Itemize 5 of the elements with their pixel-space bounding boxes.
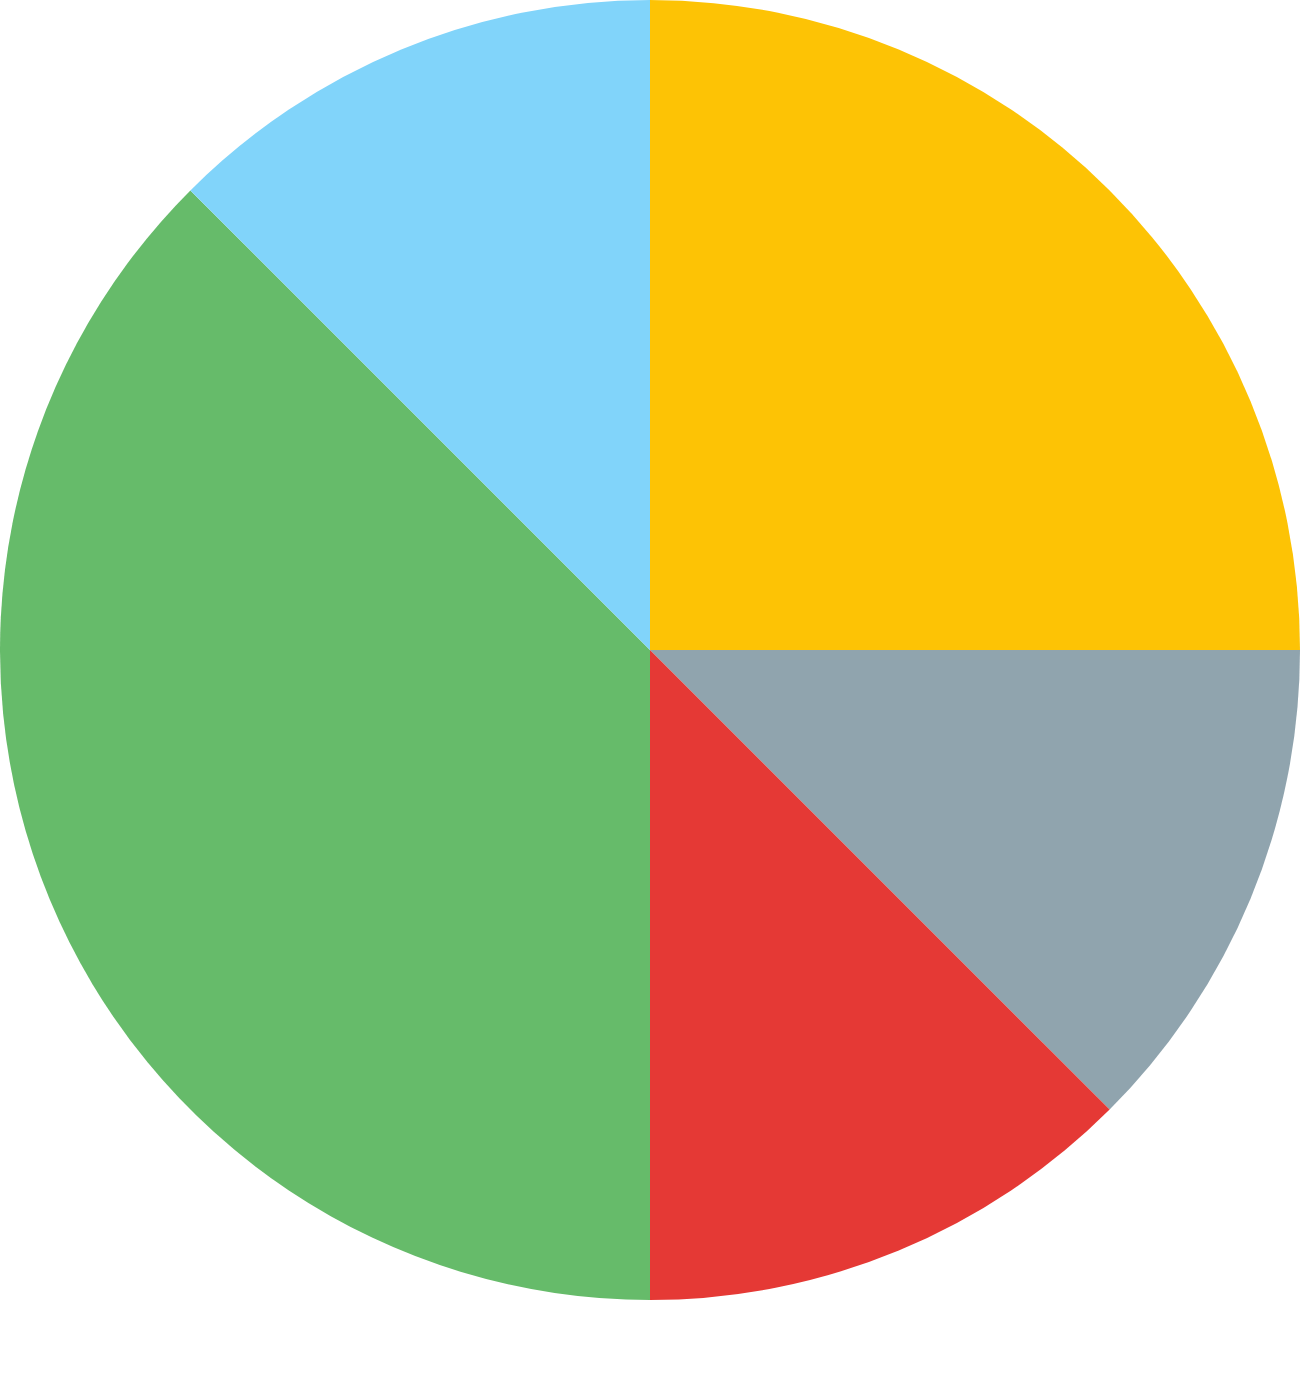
pie-slice (650, 0, 1300, 650)
pie-slice (0, 190, 650, 1300)
pie-slice (650, 650, 1300, 1110)
pie-slice (190, 0, 650, 650)
pie-slice (650, 650, 1110, 1300)
